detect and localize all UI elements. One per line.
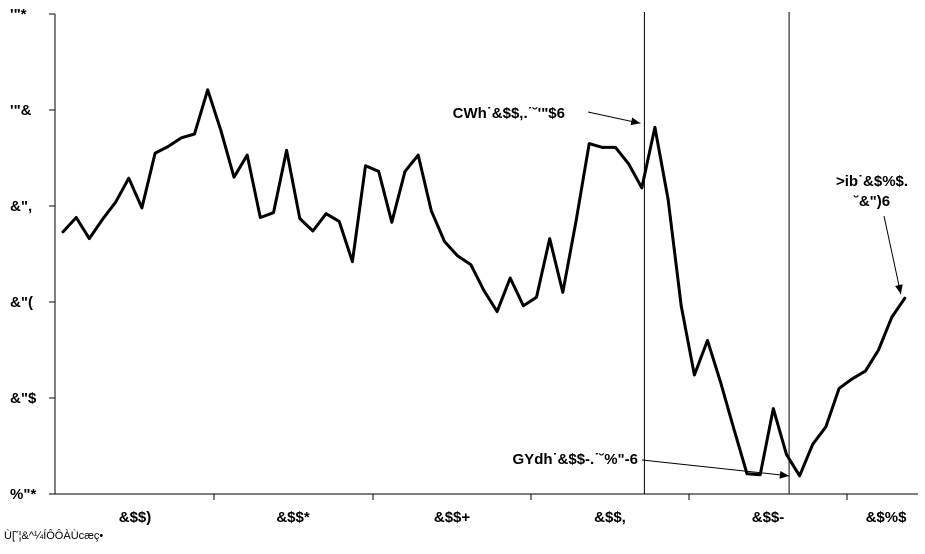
x-tick-label: &$$, — [594, 509, 626, 526]
x-tick-label: &$%$ — [866, 509, 908, 526]
series-line — [61, 88, 907, 478]
annotation-label-line2: ˘&")6 — [853, 193, 890, 210]
x-axis-ticks: &$$) &$$* &$$+ &$$, &$$- &$%$ — [119, 494, 907, 526]
annotation-arrow-head — [895, 284, 903, 295]
annotation-label: GYdh˙&$$-.˙˘%"-6 — [513, 451, 638, 468]
x-tick-label: &$$) — [119, 509, 152, 526]
y-tick-label: '"* — [10, 6, 27, 23]
y-tick-label: %"* — [10, 486, 36, 503]
y-tick-label: &", — [10, 198, 32, 215]
x-tick-label: &$$+ — [434, 509, 471, 526]
vertical-markers — [643, 12, 790, 494]
annotation-arrow-line — [883, 215, 902, 295]
annotation-arrow-head — [779, 471, 790, 479]
x-tick-label: &$$- — [752, 509, 785, 526]
source-note: Ù[˘¦&^¼ÍÔÔÀÙcæç• — [4, 530, 104, 542]
annotation-arrow-head — [630, 117, 641, 126]
y-tick-label: &"$ — [10, 390, 37, 407]
annotation-label: >ib˙&$%$. — [836, 173, 908, 190]
annotations: CWh˙&$$,.˙˘'"$6 GYdh˙&$$-.˙˘%"-6 >ib˙&$%$.… — [453, 105, 908, 479]
y-tick-label: &"( — [10, 294, 33, 311]
annotation-label: CWh˙&$$,.˙˘'"$6 — [453, 105, 565, 122]
y-tick-label: '"& — [10, 102, 32, 119]
x-tick-label: &$$* — [276, 509, 310, 526]
annotation-arrow-line — [641, 459, 790, 477]
y-axis-ticks: %"* &"$ &"( &", '"& '"* — [10, 6, 55, 503]
